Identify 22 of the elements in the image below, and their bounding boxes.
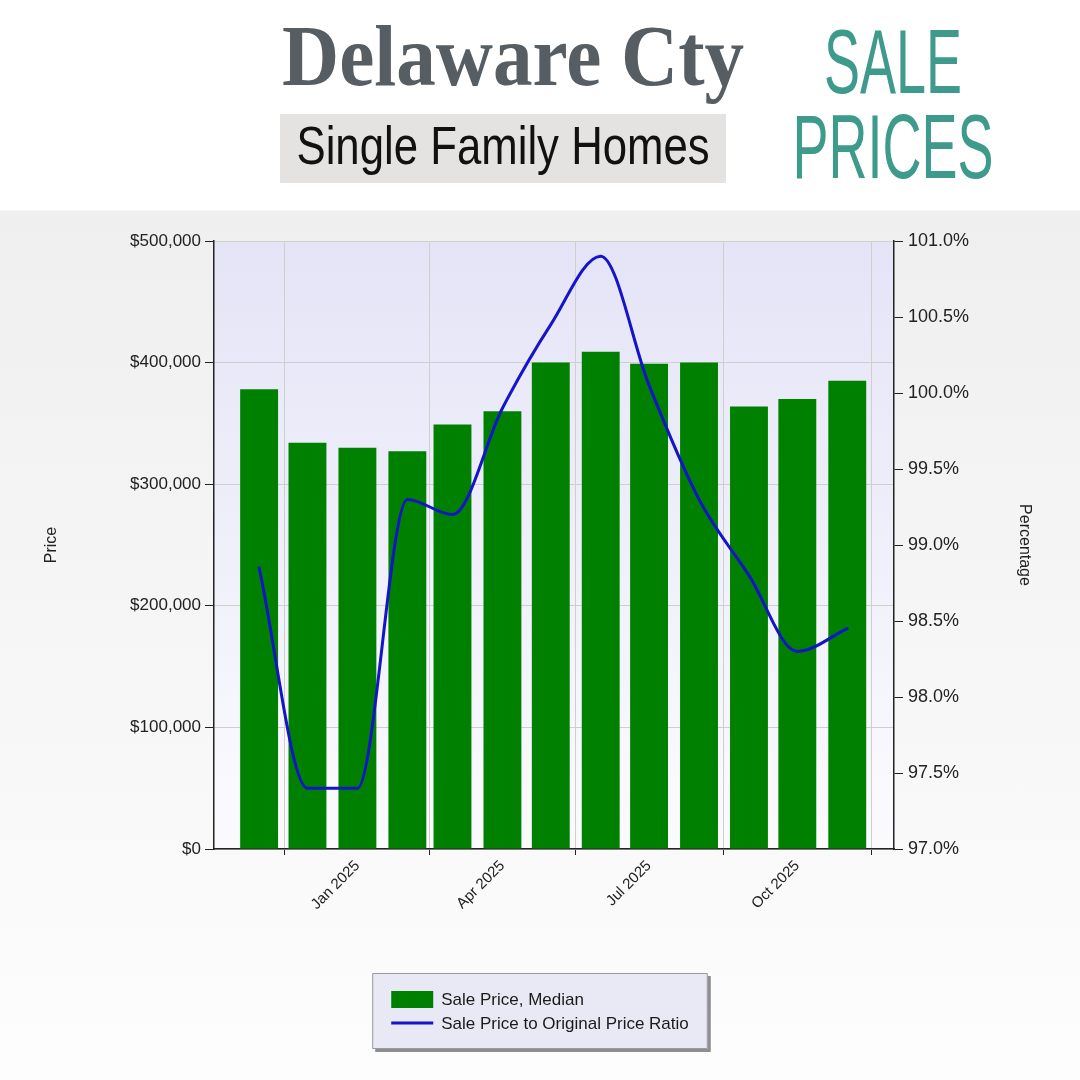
legend-label: Sale Price, Median — [441, 989, 584, 1009]
y-tick-label: $300,000 — [130, 473, 201, 493]
y-tick-label: $0 — [182, 838, 201, 858]
y2-axis-title: Percentage — [1016, 504, 1034, 587]
chart-subtitle: Single Family Homes — [296, 114, 710, 176]
y-tick-label: $200,000 — [130, 595, 201, 615]
legend-label: Sale Price to Original Price Ratio — [441, 1013, 689, 1033]
y-axis-title: Price — [42, 526, 60, 564]
y-tick-label: $400,000 — [130, 352, 201, 372]
y2-tick-label: 98.5% — [908, 609, 960, 630]
y2-tick-label: 100.0% — [908, 381, 970, 402]
text: SALE PRICES — [791, 12, 995, 197]
y2-tick-label: 101.0% — [908, 229, 970, 250]
y2-tick-label: 99.5% — [908, 457, 960, 478]
y-tick-label: $500,000 — [130, 230, 201, 250]
y2-tick-label: 97.5% — [908, 761, 960, 782]
y2-tick-label: 99.0% — [908, 533, 960, 554]
y-tick-label: $100,000 — [130, 717, 201, 737]
chart-title: Delaware Cty — [282, 8, 745, 104]
y2-tick-label: 98.0% — [908, 685, 960, 706]
y2-tick-label: 100.5% — [908, 305, 970, 326]
y2-tick-label: 97.0% — [908, 837, 960, 858]
